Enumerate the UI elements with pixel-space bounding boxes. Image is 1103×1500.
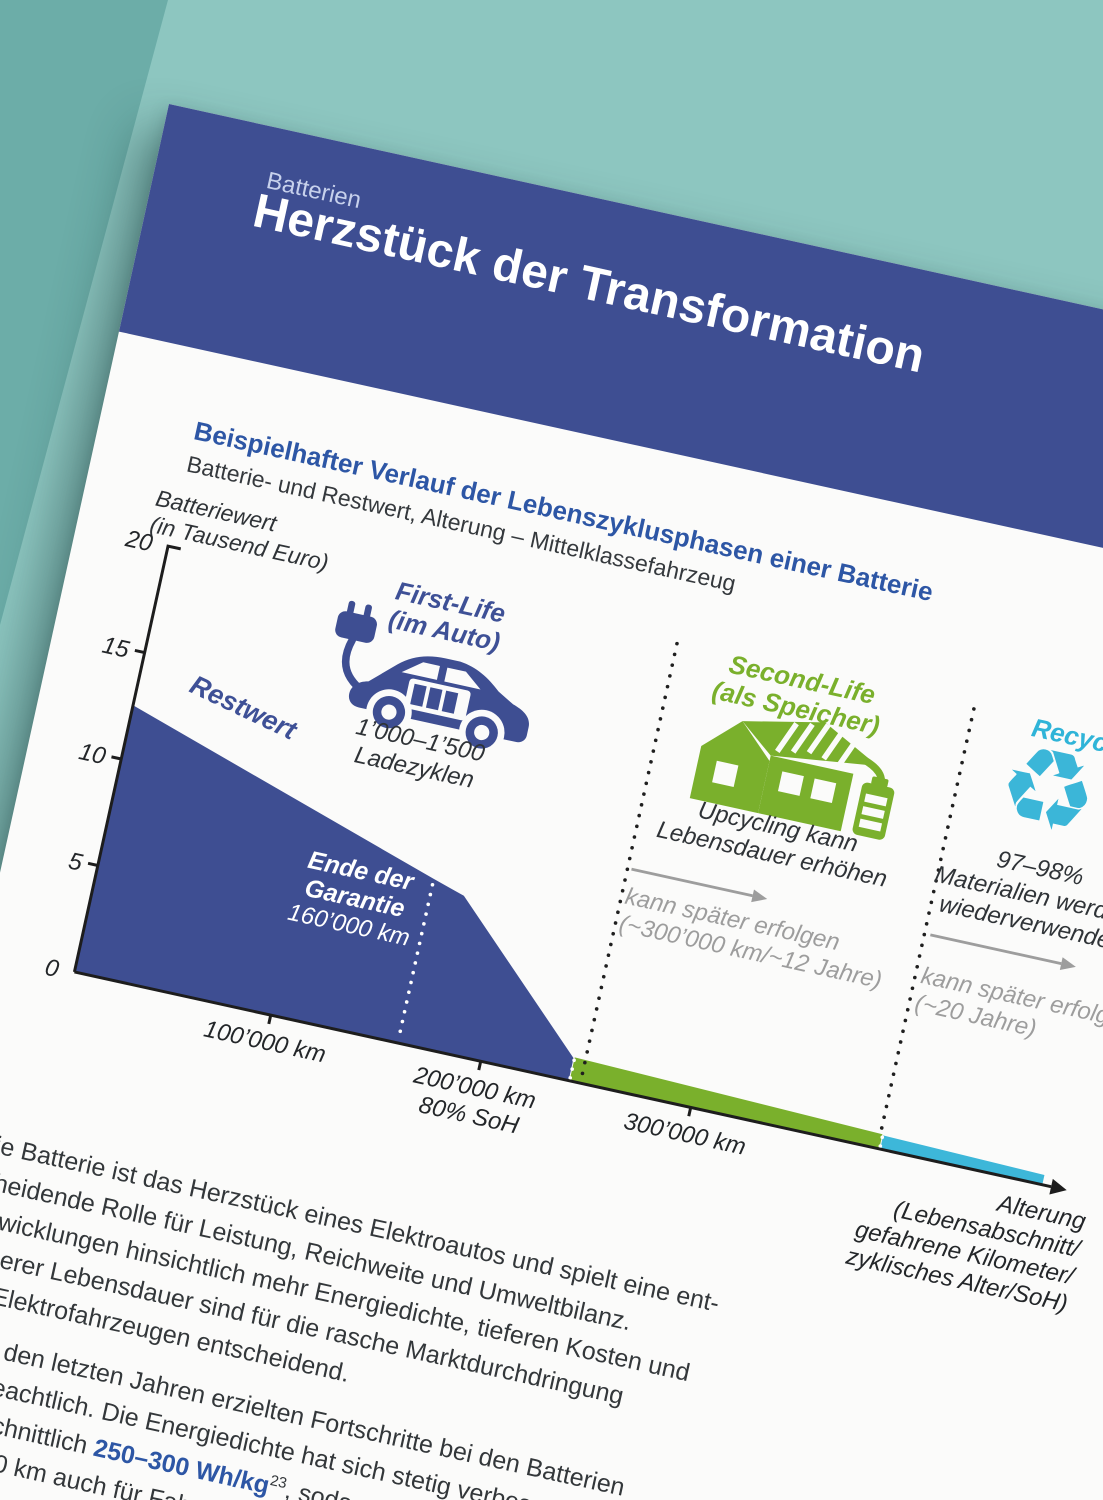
document-page: Batterien Herzstück der Transformation B… xyxy=(0,104,1103,1500)
x-axis-arrowhead xyxy=(1049,1178,1067,1195)
lifecycle-chart-plot xyxy=(72,544,1076,1195)
recycling-icon: ♻ xyxy=(986,716,1103,863)
green-cyan-boundary-dots xyxy=(878,1135,885,1149)
restwert-area xyxy=(74,705,574,1081)
later-arrow-1 xyxy=(631,867,768,903)
recycling-area xyxy=(880,1135,1045,1185)
y-axis-ticks xyxy=(87,648,145,867)
y-axis xyxy=(72,544,182,973)
storage-house-icon xyxy=(689,721,895,840)
x-axis-ticks xyxy=(267,1014,693,1117)
second-life-area xyxy=(569,1057,883,1149)
warranty-dotted-line xyxy=(396,882,435,1041)
blue-green-boundary-dots xyxy=(568,1058,576,1081)
x-axis xyxy=(74,970,1052,1189)
ev-car-icon xyxy=(335,600,529,756)
phase-divider-1 xyxy=(580,641,679,1078)
later-arrow-2 xyxy=(930,933,1076,970)
